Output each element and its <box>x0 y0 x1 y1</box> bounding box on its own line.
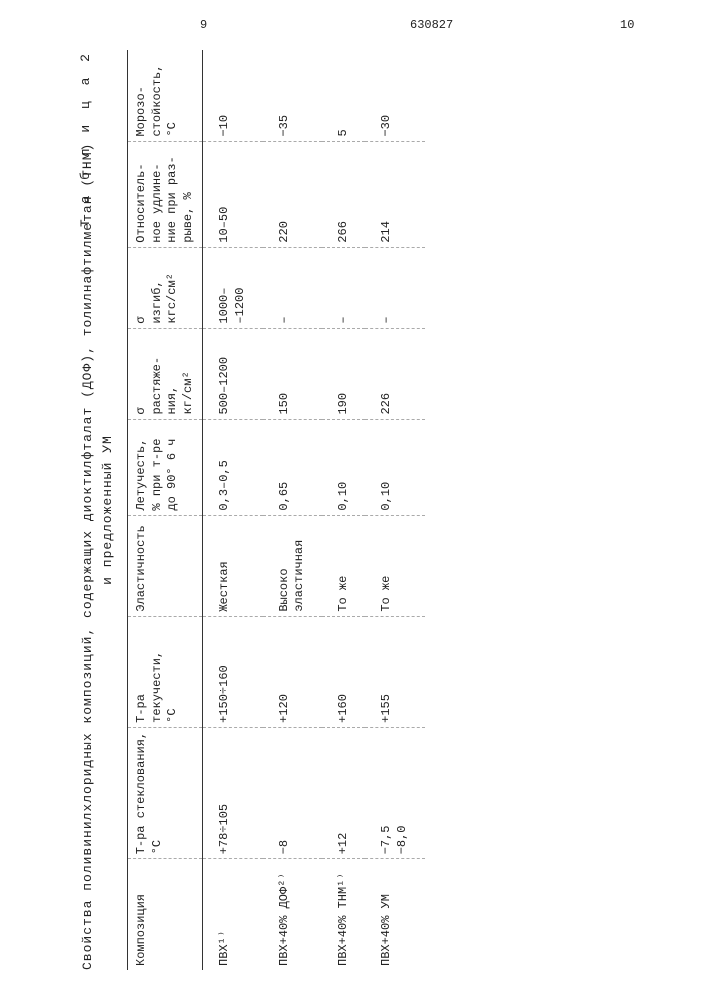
table-label: Т а б л и ц а 2 <box>78 50 93 227</box>
cell: +120 <box>263 616 322 727</box>
cell: 0,10 <box>322 419 366 515</box>
cell: – <box>263 247 322 328</box>
cell: 190 <box>322 328 366 419</box>
cell: 214 <box>365 141 424 247</box>
col-header: σрастяже-ния,кг/см² <box>128 328 203 419</box>
page-number-right: 10 <box>620 18 634 32</box>
col-header: Т-ра текучести,°С <box>128 616 203 727</box>
table-row: ПВХ+40% ТНМ¹⁾ +12 +160 То же 0,10 190 – … <box>322 50 366 970</box>
document-number: 630827 <box>410 18 453 32</box>
cell: 266 <box>322 141 366 247</box>
table-header-row: Композиция Т-ра стеклования,°С Т-ра теку… <box>128 50 203 970</box>
col-header: Эластичность <box>128 515 203 616</box>
cell: −10 <box>203 50 263 141</box>
cell: Жесткая <box>203 515 263 616</box>
col-header: Т-ра стеклования,°С <box>128 727 203 858</box>
cell: +78÷105 <box>203 727 263 858</box>
cell: Высокоэластичная <box>263 515 322 616</box>
cell: 226 <box>365 328 424 419</box>
cell: 10–50 <box>203 141 263 247</box>
cell: +150÷160 <box>203 616 263 727</box>
cell: ПВХ+40% УМ <box>365 859 424 970</box>
cell: 150 <box>263 328 322 419</box>
cell: 220 <box>263 141 322 247</box>
col-header: Морозо-стойкость,°С <box>128 50 203 141</box>
cell: −7,5−8,0 <box>365 727 424 858</box>
cell: ПВХ+40% ТНМ¹⁾ <box>322 859 366 970</box>
cell: 500–1200 <box>203 328 263 419</box>
col-header: Летучесть,% при т-редо 90° 6 ч <box>128 419 203 515</box>
col-header: Относитель-ное удлине-ние при раз-рыве, … <box>128 141 203 247</box>
cell: +160 <box>322 616 366 727</box>
cell: То же <box>322 515 366 616</box>
rotated-table-block: Т а б л и ц а 2 Свойства поливинилхлорид… <box>78 50 425 970</box>
table-row: ПВХ+40% ДОФ²⁾ −8 +120 Высокоэластичная 0… <box>263 50 322 970</box>
cell: ПВХ+40% ДОФ²⁾ <box>263 859 322 970</box>
table-row: ПВХ¹⁾ +78÷105 +150÷160 Жесткая 0,3–0,5 5… <box>203 50 263 970</box>
table-body: ПВХ¹⁾ +78÷105 +150÷160 Жесткая 0,3–0,5 5… <box>203 50 425 970</box>
cell: 0,65 <box>263 419 322 515</box>
col-header: Композиция <box>128 859 203 970</box>
cell: То же <box>365 515 424 616</box>
cell: – <box>322 247 366 328</box>
cell: +155 <box>365 616 424 727</box>
table-title-line2: и предложенный УМ <box>98 50 118 970</box>
cell: −35 <box>263 50 322 141</box>
cell: −30 <box>365 50 424 141</box>
cell: ПВХ¹⁾ <box>203 859 263 970</box>
cell: 0,3–0,5 <box>203 419 263 515</box>
cell: – <box>365 247 424 328</box>
cell: −8 <box>263 727 322 858</box>
page: 9 630827 10 Т а б л и ц а 2 Свойства пол… <box>0 0 707 1000</box>
table-row: ПВХ+40% УМ −7,5−8,0 +155 То же 0,10 226 … <box>365 50 424 970</box>
cell: 0,10 <box>365 419 424 515</box>
page-number-left: 9 <box>200 18 207 32</box>
cell: 5 <box>322 50 366 141</box>
cell: +12 <box>322 727 366 858</box>
properties-table: Композиция Т-ра стеклования,°С Т-ра теку… <box>127 50 425 970</box>
cell: 1000––1200 <box>203 247 263 328</box>
col-header: σизгиб,кгс/см² <box>128 247 203 328</box>
